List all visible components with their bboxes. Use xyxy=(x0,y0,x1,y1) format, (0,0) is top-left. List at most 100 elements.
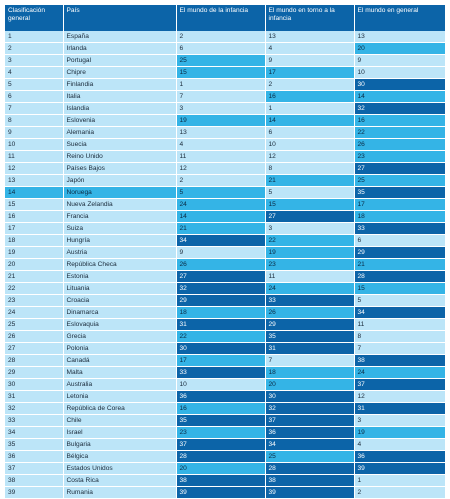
country-cell: Hungría xyxy=(63,234,177,247)
rank-cell: 12 xyxy=(5,162,64,175)
world-around-children-cell: 35 xyxy=(265,330,355,343)
country-cell: Grecia xyxy=(63,330,177,343)
world-of-children-cell: 25 xyxy=(176,54,266,67)
world-at-large-cell: 14 xyxy=(354,90,445,103)
world-around-children-cell: 38 xyxy=(265,474,355,487)
world-at-large-cell: 5 xyxy=(354,294,445,307)
world-at-large-cell: 39 xyxy=(354,462,445,475)
world-of-children-cell: 24 xyxy=(176,198,266,211)
country-cell: Bulgaria xyxy=(63,438,177,451)
country-cell: Costa Rica xyxy=(63,474,177,487)
world-around-children-cell: 12 xyxy=(265,150,355,163)
rank-cell: 32 xyxy=(5,402,64,415)
world-at-large-cell: 12 xyxy=(354,390,445,403)
world-of-children-cell: 29 xyxy=(176,294,266,307)
country-cell: Japón xyxy=(63,174,177,187)
country-cell: Polonia xyxy=(63,342,177,355)
world-at-large-cell: 30 xyxy=(354,78,445,91)
world-at-large-cell: 21 xyxy=(354,258,445,271)
header-overall-rank: Clasificación general xyxy=(5,5,64,31)
world-at-large-cell: 24 xyxy=(354,366,445,379)
world-around-children-cell: 6 xyxy=(265,126,355,139)
world-at-large-cell: 28 xyxy=(354,270,445,283)
rank-cell: 30 xyxy=(5,378,64,391)
rank-cell: 34 xyxy=(5,426,64,439)
world-around-children-cell: 20 xyxy=(265,378,355,391)
world-of-children-cell: 36 xyxy=(176,390,266,403)
world-of-children-cell: 11 xyxy=(176,150,266,163)
world-of-children-cell: 10 xyxy=(176,378,266,391)
table-row: 10 Suecia 4 10 26 xyxy=(5,138,445,151)
world-of-children-cell: 17 xyxy=(176,354,266,367)
table-row: 22 Lituania 32 24 15 xyxy=(5,282,445,295)
table-row: 36 Bélgica 28 25 36 xyxy=(5,450,445,463)
world-around-children-cell: 13 xyxy=(265,31,355,43)
world-at-large-cell: 8 xyxy=(354,330,445,343)
world-of-children-cell: 31 xyxy=(176,318,266,331)
world-at-large-cell: 22 xyxy=(354,126,445,139)
world-around-children-cell: 10 xyxy=(265,138,355,151)
rank-cell: 5 xyxy=(5,78,64,91)
table-row: 20 República Checa 26 23 21 xyxy=(5,258,445,271)
world-at-large-cell: 2 xyxy=(354,486,445,499)
world-at-large-cell: 23 xyxy=(354,150,445,163)
rank-cell: 27 xyxy=(5,342,64,355)
country-cell: Rumania xyxy=(63,486,177,499)
rank-cell: 28 xyxy=(5,354,64,367)
table-body: 1 España 2 13 13 2 Irlanda 6 4 20 3 Portugal 25 9 9 4 Ch… xyxy=(5,31,445,499)
rank-cell: 26 xyxy=(5,330,64,343)
world-at-large-cell: 34 xyxy=(354,306,445,319)
table-row: 11 Reino Unido 11 12 23 xyxy=(5,150,445,163)
rank-cell: 6 xyxy=(5,90,64,103)
world-of-children-cell: 1 xyxy=(176,78,266,91)
world-at-large-cell: 6 xyxy=(354,234,445,247)
world-at-large-cell: 35 xyxy=(354,186,445,199)
world-at-large-cell: 1 xyxy=(354,474,445,487)
table-row: 6 Italia 7 16 14 xyxy=(5,90,445,103)
country-cell: Nueva Zelandia xyxy=(63,198,177,211)
world-around-children-cell: 32 xyxy=(265,402,355,415)
rank-cell: 21 xyxy=(5,270,64,283)
table-row: 37 Estados Unidos 20 28 39 xyxy=(5,462,445,475)
country-cell: Países Bajos xyxy=(63,162,177,175)
world-at-large-cell: 20 xyxy=(354,42,445,55)
country-cell: Lituania xyxy=(63,282,177,295)
country-cell: Letonia xyxy=(63,390,177,403)
world-at-large-cell: 7 xyxy=(354,342,445,355)
world-at-large-cell: 17 xyxy=(354,198,445,211)
rank-cell: 24 xyxy=(5,306,64,319)
world-at-large-cell: 19 xyxy=(354,426,445,439)
rank-cell: 11 xyxy=(5,150,64,163)
country-cell: Australia xyxy=(63,378,177,391)
rank-cell: 22 xyxy=(5,282,64,295)
world-around-children-cell: 17 xyxy=(265,66,355,79)
world-around-children-cell: 5 xyxy=(265,186,355,199)
rank-cell: 36 xyxy=(5,450,64,463)
world-of-children-cell: 2 xyxy=(176,31,266,43)
world-around-children-cell: 39 xyxy=(265,486,355,499)
ranking-table-container: Clasificación general País El mundo de l… xyxy=(5,5,445,499)
table-row: 14 Noruega 5 5 35 xyxy=(5,186,445,199)
world-around-children-cell: 3 xyxy=(265,222,355,235)
table-row: 25 Eslovaquia 31 29 11 xyxy=(5,318,445,331)
world-of-children-cell: 16 xyxy=(176,402,266,415)
country-cell: Dinamarca xyxy=(63,306,177,319)
country-cell: Estados Unidos xyxy=(63,462,177,475)
rank-cell: 13 xyxy=(5,174,64,187)
table-row: 29 Malta 33 18 24 xyxy=(5,366,445,379)
world-of-children-cell: 21 xyxy=(176,222,266,235)
table-row: 16 Francia 14 27 18 xyxy=(5,210,445,223)
table-row: 24 Dinamarca 18 26 34 xyxy=(5,306,445,319)
rank-cell: 3 xyxy=(5,54,64,67)
country-cell: República Checa xyxy=(63,258,177,271)
country-cell: España xyxy=(63,31,177,43)
world-at-large-cell: 26 xyxy=(354,138,445,151)
table-row: 2 Irlanda 6 4 20 xyxy=(5,42,445,55)
world-around-children-cell: 27 xyxy=(265,210,355,223)
world-around-children-cell: 9 xyxy=(265,54,355,67)
world-at-large-cell: 3 xyxy=(354,414,445,427)
table-row: 38 Costa Rica 38 38 1 xyxy=(5,474,445,487)
world-of-children-cell: 39 xyxy=(176,486,266,499)
rank-cell: 17 xyxy=(5,222,64,235)
table-row: 15 Nueva Zelandia 24 15 17 xyxy=(5,198,445,211)
